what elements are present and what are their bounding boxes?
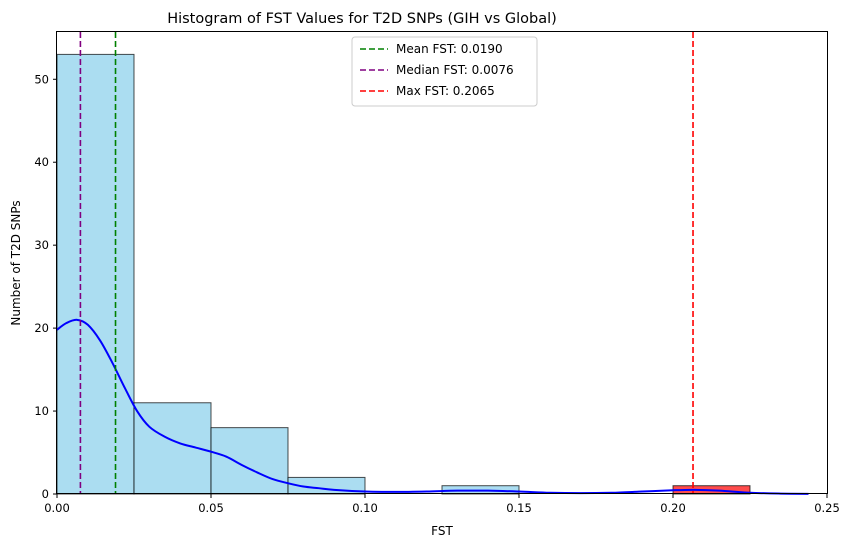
x-tick-label: 0.00 bbox=[44, 501, 70, 515]
y-axis-ticks: 0 10 20 30 40 50 bbox=[34, 72, 57, 501]
y-tick-label: 30 bbox=[34, 238, 49, 252]
kde-curve-layer bbox=[56, 318, 809, 495]
histogram-bar bbox=[210, 427, 289, 495]
legend: Mean FST: 0.0190 Median FST: 0.0076 Max FS… bbox=[351, 36, 538, 107]
x-tick-label: 0.10 bbox=[352, 501, 378, 515]
histogram-bars bbox=[56, 53, 751, 495]
x-tick-label: 0.25 bbox=[814, 501, 840, 515]
y-tick-label: 0 bbox=[42, 487, 49, 501]
legend-box bbox=[351, 36, 538, 107]
y-tick-label: 50 bbox=[34, 72, 49, 86]
x-axis-ticks: 0.00 0.05 0.10 0.15 0.20 0.25 bbox=[44, 494, 840, 515]
x-tick-label: 0.05 bbox=[198, 501, 224, 515]
x-tick-label: 0.15 bbox=[506, 501, 532, 515]
chart-title: Histogram of FST Values for T2D SNPs (GI… bbox=[167, 11, 557, 27]
y-axis-label: Number of T2D SNPs bbox=[9, 200, 23, 325]
legend-label: Max FST: 0.2065 bbox=[396, 84, 495, 98]
y-tick-label: 20 bbox=[34, 321, 49, 335]
y-tick-label: 40 bbox=[34, 155, 49, 169]
histogram-bar bbox=[56, 53, 135, 495]
legend-label: Mean FST: 0.0190 bbox=[396, 42, 503, 56]
y-tick-label: 10 bbox=[34, 404, 49, 418]
plot-area-frame bbox=[56, 31, 828, 494]
x-axis-label: FST bbox=[431, 524, 453, 538]
legend-label: Median FST: 0.0076 bbox=[396, 63, 514, 77]
reference-lines bbox=[79, 32, 694, 494]
x-tick-label: 0.20 bbox=[660, 501, 686, 515]
kde-curve bbox=[56, 318, 809, 495]
